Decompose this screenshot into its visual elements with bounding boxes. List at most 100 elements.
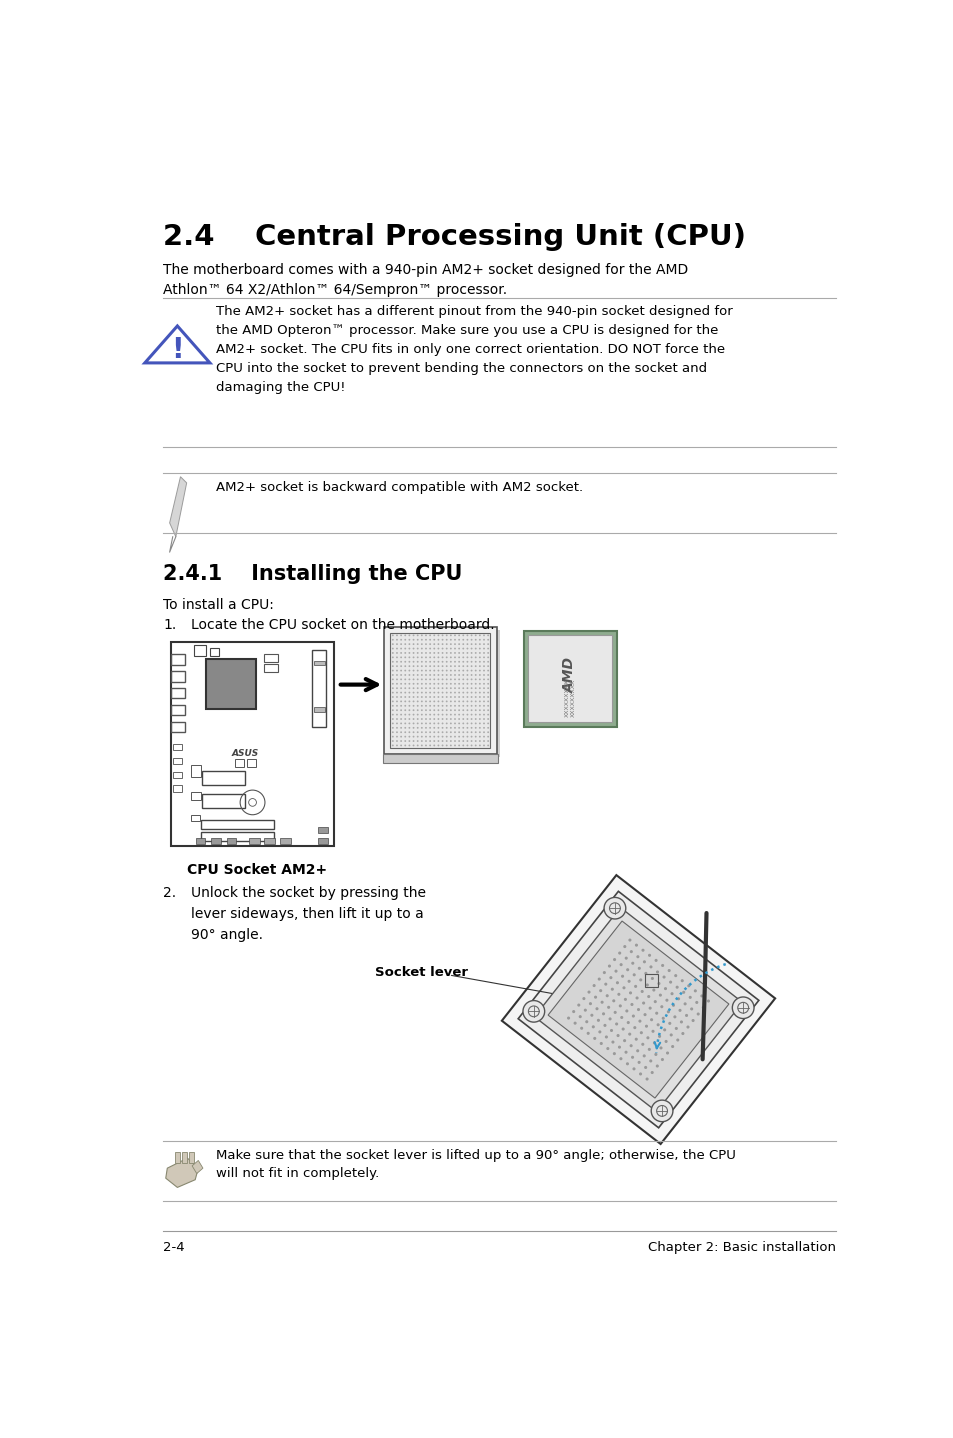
Circle shape [674, 1027, 678, 1030]
Circle shape [392, 651, 394, 654]
Circle shape [433, 643, 435, 646]
Circle shape [462, 718, 464, 720]
Circle shape [470, 705, 472, 706]
Bar [318, 827, 328, 833]
Circle shape [450, 666, 452, 667]
Bar [172, 772, 182, 778]
Circle shape [420, 638, 422, 641]
Circle shape [416, 643, 418, 646]
Circle shape [631, 962, 634, 965]
Circle shape [470, 692, 472, 693]
Circle shape [655, 1064, 659, 1067]
Circle shape [420, 656, 422, 659]
Circle shape [433, 726, 435, 729]
Circle shape [659, 994, 661, 997]
Circle shape [462, 638, 464, 641]
Circle shape [404, 732, 406, 733]
Circle shape [404, 726, 406, 729]
Bar [172, 758, 182, 764]
Circle shape [478, 683, 480, 684]
Circle shape [470, 700, 472, 702]
Circle shape [622, 1040, 625, 1043]
Circle shape [450, 700, 452, 702]
Circle shape [620, 975, 623, 978]
Circle shape [399, 643, 401, 646]
Circle shape [437, 634, 439, 636]
Circle shape [420, 670, 422, 672]
Circle shape [645, 1077, 648, 1080]
Circle shape [433, 736, 435, 738]
Bar [384, 627, 497, 754]
Bar [212, 838, 220, 844]
Circle shape [450, 696, 452, 697]
Circle shape [392, 656, 394, 659]
Circle shape [395, 692, 397, 693]
Circle shape [642, 1054, 645, 1057]
Circle shape [674, 974, 677, 978]
Circle shape [399, 647, 401, 650]
Circle shape [416, 666, 418, 667]
Circle shape [395, 643, 397, 646]
Circle shape [612, 999, 615, 1002]
Circle shape [577, 1004, 579, 1007]
Circle shape [644, 1025, 647, 1028]
Circle shape [646, 1037, 649, 1040]
Circle shape [413, 661, 414, 663]
Circle shape [429, 670, 431, 672]
Circle shape [598, 1031, 600, 1034]
Circle shape [638, 1020, 640, 1022]
Circle shape [433, 745, 435, 746]
Bar [314, 707, 324, 712]
Circle shape [392, 661, 394, 663]
Circle shape [404, 651, 406, 654]
Circle shape [478, 705, 480, 706]
Circle shape [696, 1012, 699, 1015]
Circle shape [656, 1024, 659, 1027]
Circle shape [437, 687, 439, 689]
Circle shape [404, 666, 406, 667]
Bar [312, 650, 326, 728]
Circle shape [482, 745, 484, 746]
Bar [200, 831, 274, 841]
Circle shape [413, 713, 414, 716]
Circle shape [647, 953, 650, 956]
Circle shape [482, 661, 484, 663]
Circle shape [478, 634, 480, 636]
Circle shape [433, 705, 435, 706]
Circle shape [425, 718, 426, 720]
Circle shape [466, 634, 468, 636]
Circle shape [395, 683, 397, 684]
Circle shape [399, 670, 401, 672]
Circle shape [647, 1048, 650, 1051]
Circle shape [429, 732, 431, 733]
Circle shape [437, 696, 439, 697]
Circle shape [466, 741, 468, 742]
Circle shape [416, 726, 418, 729]
Bar [249, 838, 259, 844]
Circle shape [395, 713, 397, 716]
Circle shape [470, 713, 472, 716]
Circle shape [420, 705, 422, 706]
Circle shape [413, 741, 414, 742]
Circle shape [429, 741, 431, 742]
Circle shape [462, 683, 464, 684]
Circle shape [450, 687, 452, 689]
Circle shape [454, 687, 456, 689]
Circle shape [470, 666, 472, 667]
Circle shape [450, 679, 452, 680]
Circle shape [654, 959, 657, 962]
Circle shape [665, 1051, 668, 1054]
Circle shape [437, 745, 439, 746]
Circle shape [662, 1028, 665, 1031]
Circle shape [466, 666, 468, 667]
Circle shape [445, 722, 447, 725]
Circle shape [450, 718, 452, 720]
Circle shape [466, 656, 468, 659]
Circle shape [478, 736, 480, 738]
Circle shape [677, 997, 679, 1001]
Circle shape [466, 718, 468, 720]
Circle shape [416, 718, 418, 720]
Circle shape [437, 722, 439, 725]
Circle shape [408, 674, 410, 676]
Circle shape [433, 679, 435, 680]
